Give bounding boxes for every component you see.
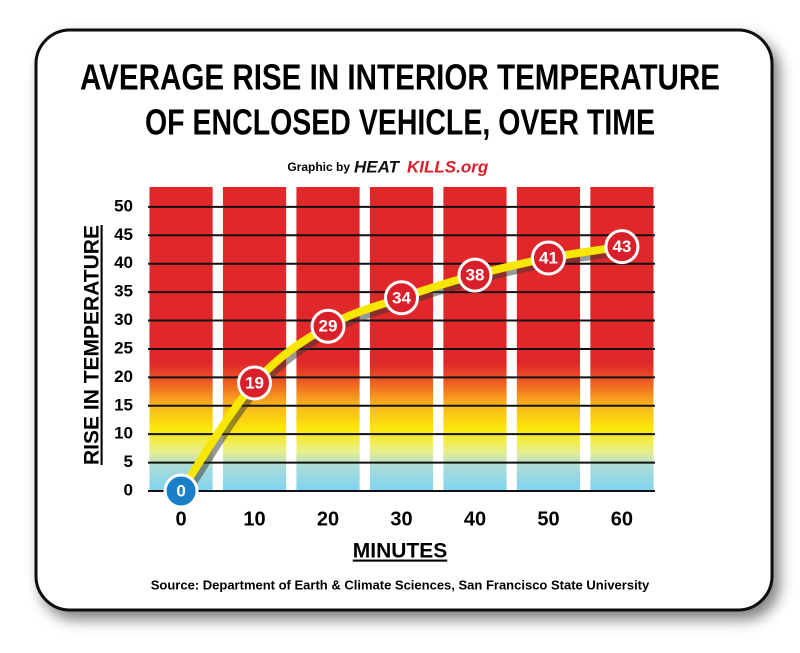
marker: [530, 240, 566, 276]
y-tick-label: 20: [114, 367, 133, 386]
y-tick-label: 50: [114, 196, 133, 215]
x-tick-label: 40: [464, 508, 486, 530]
marker: [310, 308, 346, 344]
heat-column: [222, 187, 287, 491]
x-tick-label: 0: [176, 508, 187, 530]
marker: [384, 280, 419, 316]
y-tick-label: 0: [124, 480, 133, 499]
y-tick-label: 15: [114, 395, 133, 414]
data-label: 34: [392, 288, 411, 307]
title: OF ENCLOSED VEHICLE, OVER TIME: [145, 102, 655, 143]
marker: [163, 473, 199, 509]
data-label: 0: [176, 481, 185, 500]
x-tick-label: 30: [390, 508, 412, 530]
data-label: 19: [245, 374, 264, 393]
x-tick-label: 60: [611, 508, 633, 530]
credit: Graphic by: [287, 160, 350, 174]
heat-column: [516, 187, 581, 491]
heat-column: [443, 187, 507, 491]
marker: [457, 257, 493, 293]
data-label: 29: [319, 317, 338, 336]
y-tick-label: 35: [114, 282, 133, 301]
y-tick-label: 30: [114, 310, 133, 329]
y-tick-label: 40: [114, 253, 133, 272]
y-axis-title: RISE IN TEMPERATURE: [81, 225, 104, 465]
credit-brand: KILLS.org: [407, 157, 489, 176]
heat-column: [149, 187, 213, 491]
x-tick-label: 10: [243, 508, 265, 530]
title: AVERAGE RISE IN INTERIOR TEMPERATURE: [80, 57, 720, 98]
heat-column: [369, 187, 434, 491]
y-tick-label: 10: [114, 424, 133, 443]
y-tick-label: 45: [114, 225, 133, 244]
x-tick-label: 50: [537, 508, 559, 530]
y-tick-label: 25: [114, 338, 133, 357]
data-label: 41: [539, 249, 558, 268]
marker: [604, 229, 640, 265]
data-label: 38: [466, 266, 485, 285]
data-label: 43: [612, 237, 631, 256]
source: Source: Department of Earth & Climate Sc…: [151, 577, 650, 592]
credit-brand: HEAT: [354, 157, 401, 176]
marker: [237, 365, 273, 401]
x-axis-title: MINUTES: [353, 540, 448, 563]
x-tick-label: 20: [317, 508, 339, 530]
y-tick-label: 5: [124, 452, 133, 471]
